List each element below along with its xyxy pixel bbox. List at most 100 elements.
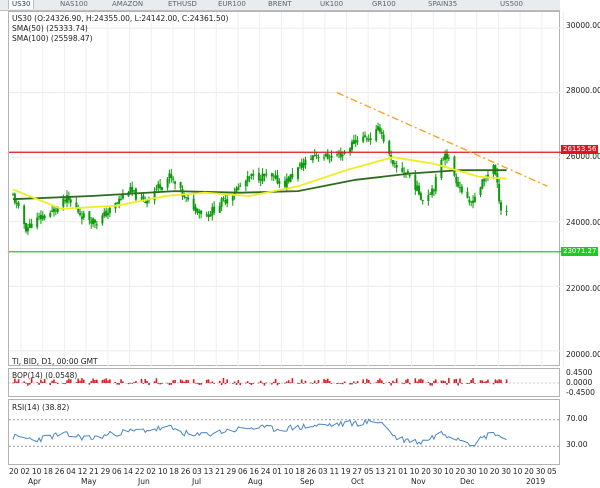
symbol-tab[interactable]: AMAZON xyxy=(112,0,144,8)
candle-body xyxy=(146,199,149,204)
bop-bar xyxy=(313,380,316,383)
candle-body xyxy=(296,167,299,179)
candle-body xyxy=(226,199,229,204)
candle-body xyxy=(192,198,195,210)
candle-body xyxy=(54,210,57,212)
bop-bar xyxy=(179,379,182,383)
rsi-indicator-pane[interactable]: RSI(14) (38.82) xyxy=(8,399,561,465)
bop-indicator-pane[interactable]: BOP(14) (0.0548) xyxy=(8,368,561,397)
bop-bar xyxy=(66,380,68,383)
symbol-tab[interactable]: ETHUSD xyxy=(168,0,197,8)
candle xyxy=(459,181,462,193)
candle xyxy=(468,196,471,206)
bop-bar xyxy=(120,379,122,383)
bop-bar xyxy=(36,382,39,384)
symbol-tab[interactable]: EUR100 xyxy=(218,0,246,8)
candle xyxy=(231,194,234,206)
candle-body xyxy=(187,197,190,200)
candle-body xyxy=(472,200,475,204)
price-chart[interactable] xyxy=(9,12,564,367)
bop-bar xyxy=(56,383,59,385)
bop-bar xyxy=(196,383,199,384)
candle-body xyxy=(434,176,437,192)
candle-body xyxy=(375,129,378,141)
candle-body xyxy=(444,153,447,160)
bop-bar xyxy=(146,380,148,383)
time-tick: 03 xyxy=(318,467,328,476)
bop-bar xyxy=(440,380,443,383)
price-scale[interactable]: 30000.00 28000.00 26000.00 24000.00 2200… xyxy=(560,11,600,366)
bop-bar xyxy=(140,378,143,383)
time-tick: 10 xyxy=(478,467,488,476)
bop-bar xyxy=(328,380,331,383)
time-month-label: Oct xyxy=(351,477,364,486)
symbol-tab[interactable]: BRENT xyxy=(268,0,292,8)
candle xyxy=(168,169,171,184)
candle-body xyxy=(79,212,82,216)
candle-body xyxy=(364,135,367,137)
time-month-label: Jun xyxy=(138,477,150,486)
bop-bar xyxy=(304,380,307,383)
candle xyxy=(369,132,372,145)
symbol-tab[interactable]: UK100 xyxy=(320,0,344,8)
candle-body xyxy=(483,178,486,182)
candle-body xyxy=(95,224,98,226)
bop-bar xyxy=(354,382,357,384)
candle xyxy=(220,196,223,212)
candle-body xyxy=(196,208,199,213)
candle-body xyxy=(75,202,78,209)
bop-bar xyxy=(492,383,495,385)
candle xyxy=(377,122,380,132)
candle xyxy=(283,176,286,190)
candle xyxy=(388,139,391,157)
candle xyxy=(209,210,212,217)
candle xyxy=(12,192,14,196)
candle xyxy=(69,196,72,207)
candle xyxy=(92,217,95,228)
symbol-tab[interactable]: GR100 xyxy=(372,0,396,8)
time-tick: 30 xyxy=(501,467,511,476)
candle xyxy=(226,193,229,208)
candle xyxy=(252,169,255,180)
candle-body xyxy=(388,140,391,154)
bop-bar xyxy=(64,383,66,385)
time-axis[interactable]: 20 02 10 18 26 04 12 21 29 06 14 22 02 10 18 26 03 13 21 29… xyxy=(8,466,560,488)
bop-bar xyxy=(392,380,394,383)
bop-bar xyxy=(207,379,210,383)
bop-bar xyxy=(237,380,240,383)
time-tick: 29 xyxy=(100,467,111,476)
rsi-line xyxy=(12,418,507,447)
candle xyxy=(483,178,486,187)
bop-bar xyxy=(245,382,247,384)
symbol-tab[interactable]: NAS100 xyxy=(60,0,88,8)
bop-bar xyxy=(107,380,109,383)
bop-bar xyxy=(395,378,398,383)
bop-bar xyxy=(325,379,327,383)
candle-body xyxy=(352,140,355,145)
candle-body xyxy=(470,201,473,203)
bop-bar xyxy=(142,383,145,384)
price-chart-pane[interactable]: US30 (O:24326.90, H:24355.00, L:24142.00… xyxy=(8,11,564,367)
bop-tick: 0.4500 xyxy=(566,368,593,377)
candle-body xyxy=(252,173,255,176)
candle xyxy=(382,130,385,144)
symbol-tab[interactable]: US500 xyxy=(500,0,523,8)
bop-bar xyxy=(81,378,83,383)
symbol-tab[interactable]: SPAIN35 xyxy=(428,0,458,8)
candle-body xyxy=(155,188,158,190)
candle-body xyxy=(416,185,419,191)
bop-tick: -0.4500 xyxy=(566,388,595,397)
bop-bar xyxy=(62,383,65,384)
sma100-line xyxy=(12,169,507,201)
symbol-tab[interactable]: US30 xyxy=(8,0,35,9)
candle xyxy=(161,186,164,192)
candle-body xyxy=(116,202,119,204)
candle-body xyxy=(263,173,266,177)
bop-bar xyxy=(49,383,52,386)
candle xyxy=(356,136,359,146)
candle xyxy=(166,177,169,191)
bop-bar xyxy=(192,379,195,383)
bop-bar xyxy=(442,380,445,383)
candle xyxy=(401,162,404,173)
candle xyxy=(82,210,85,220)
